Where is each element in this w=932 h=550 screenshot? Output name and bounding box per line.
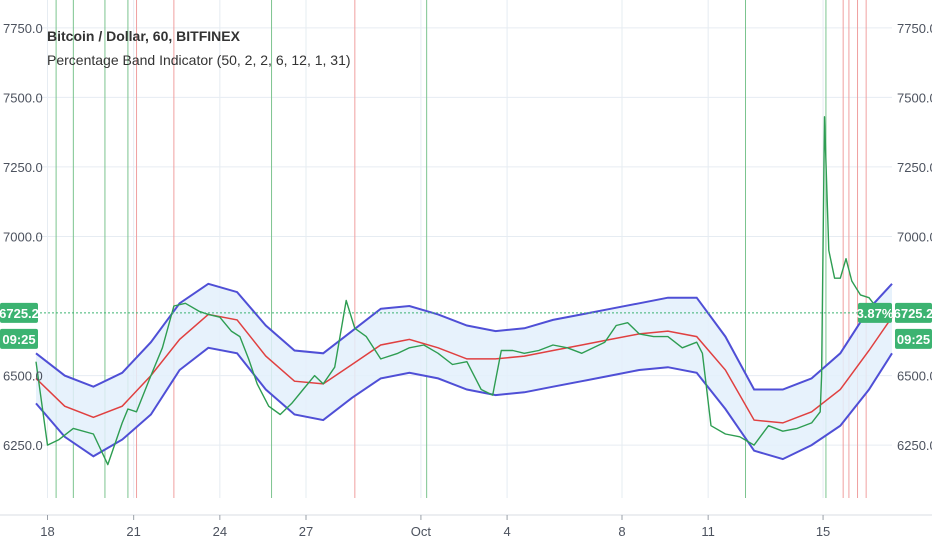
price-line [35,116,893,466]
y-tick-label-left: 7000.0 [3,229,43,244]
upper-band-line [35,282,893,391]
time-tag-left: 09:25 [0,328,38,349]
indicator-params: (50, 2, 2, 6, 12, 1, 31) [216,52,351,68]
price-tag-left-text: 6725.2 [0,306,39,321]
y-tick-label-right: 6250.0 [897,438,932,453]
y-tick-label-left: 6500.0 [3,369,43,384]
change-tag-bg [858,302,892,323]
y-tick-label-left: 7750.0 [3,21,43,36]
price-tag-right-text: 6725.2 [894,306,932,321]
y-tick-label-left: 6250.0 [3,438,43,453]
y-tick-label-right: 6500.0 [897,369,932,384]
x-tick-label: 21 [126,524,140,539]
chart-legend: Bitcoin / Dollar, 60, BITFINEX Percentag… [47,26,351,70]
lower-band-line [35,346,893,461]
chart-title[interactable]: Bitcoin / Dollar, 60, BITFINEX [47,28,240,44]
y-tick-label-right: 7500.0 [897,90,932,105]
y-tick-label-left: 7250.0 [3,160,43,175]
x-tick-label: 18 [40,524,54,539]
price-tag-right-bg [895,302,932,323]
x-tick-label: Oct [411,524,432,539]
x-tick-label: 11 [701,524,715,539]
price-tag-left-bg [0,302,38,323]
axes: 7750.0 7750.0 7500.0 7500.0 7250.0 7250.0 7000… [0,21,932,539]
time-tag-right: 09:25 [895,328,932,349]
x-tick-label: 27 [299,524,313,539]
change-tag: 3.87% [857,302,894,323]
price-tag-left: 6725.2 [0,302,39,323]
time-tag-left-bg [0,328,38,349]
time-tag-right-bg [895,328,932,349]
x-tick-label: 15 [816,524,830,539]
time-tag-left-text: 09:25 [2,332,35,347]
indicator-name: Percentage Band Indicator [47,52,213,68]
x-tick-label: 24 [213,524,227,539]
band-fill [36,283,892,460]
y-tick-label-right: 7750.0 [897,21,932,36]
y-tick-label-left: 7500.0 [3,90,43,105]
time-tag-right-text: 09:25 [897,332,930,347]
middle-line [35,313,893,424]
change-tag-text: 3.87% [857,306,894,321]
price-tag-right: 6725.2 [894,302,932,323]
indicator-legend[interactable]: Percentage Band Indicator (50, 2, 2, 6, … [47,50,351,70]
price-series [35,116,893,466]
x-tick-label: 4 [503,524,510,539]
y-tick-label-right: 7000.0 [897,229,932,244]
percentage-bands [35,282,893,461]
y-tick-label-right: 7250.0 [897,160,932,175]
x-tick-label: 8 [618,524,625,539]
